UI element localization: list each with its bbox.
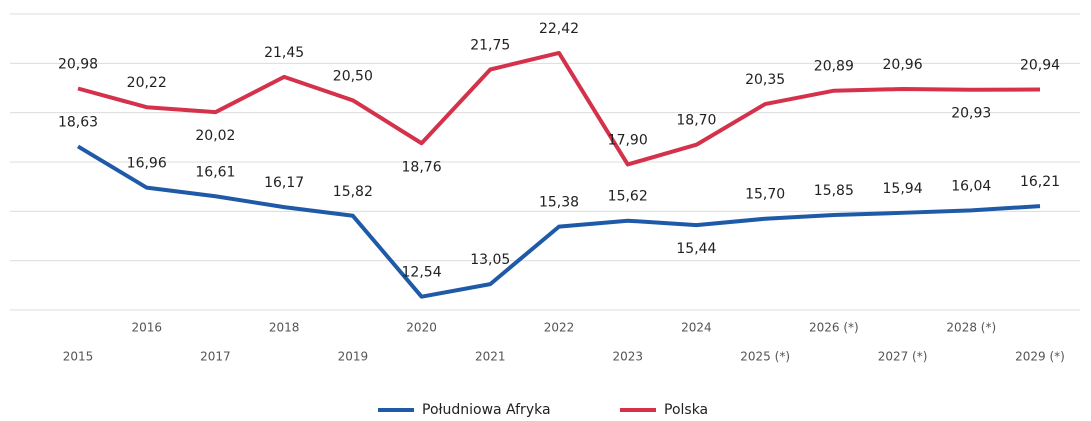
x-tick-label: 2025 (*) bbox=[740, 350, 790, 364]
data-label: 20,96 bbox=[883, 57, 923, 73]
data-label: 21,45 bbox=[264, 45, 304, 61]
data-label: 16,17 bbox=[264, 175, 304, 191]
x-tick-label: 2022 bbox=[544, 321, 575, 335]
data-label: 20,89 bbox=[814, 59, 854, 75]
data-label: 15,38 bbox=[539, 195, 579, 211]
x-tick-label: 2015 bbox=[63, 350, 94, 364]
data-label: 20,35 bbox=[745, 72, 785, 88]
data-label: 15,62 bbox=[608, 189, 648, 205]
data-label: 16,96 bbox=[127, 156, 167, 172]
x-tick-label: 2029 (*) bbox=[1015, 350, 1065, 364]
x-tick-label: 2020 bbox=[406, 321, 437, 335]
data-label: 20,22 bbox=[127, 75, 167, 91]
data-label: 18,76 bbox=[402, 159, 442, 175]
x-tick-label: 2027 (*) bbox=[878, 350, 928, 364]
x-tick-label: 2023 bbox=[612, 350, 643, 364]
x-tick-label: 2026 (*) bbox=[809, 321, 859, 335]
legend-label: Polska bbox=[664, 402, 708, 418]
data-label: 16,61 bbox=[195, 164, 235, 180]
data-label: 20,93 bbox=[951, 106, 991, 122]
data-label: 20,50 bbox=[333, 68, 373, 84]
data-label: 21,75 bbox=[470, 38, 510, 54]
data-label: 18,70 bbox=[676, 113, 716, 129]
data-label: 13,05 bbox=[470, 252, 510, 268]
x-tick-label: 2017 bbox=[200, 350, 231, 364]
x-tick-label: 2019 bbox=[338, 350, 369, 364]
x-tick-label: 2021 bbox=[475, 350, 506, 364]
data-label: 16,04 bbox=[951, 178, 991, 194]
data-label: 20,02 bbox=[195, 128, 235, 144]
data-label: 20,98 bbox=[58, 56, 98, 72]
x-tick-label: 2018 bbox=[269, 321, 300, 335]
data-label: 15,85 bbox=[814, 183, 854, 199]
series-line bbox=[77, 50, 1041, 167]
data-label: 12,54 bbox=[402, 265, 442, 281]
x-tick-label: 2016 bbox=[131, 321, 162, 335]
data-label: 15,44 bbox=[676, 241, 716, 257]
data-label: 15,82 bbox=[333, 184, 373, 200]
data-label: 18,63 bbox=[58, 114, 98, 130]
data-label: 16,21 bbox=[1020, 174, 1060, 190]
data-label: 15,70 bbox=[745, 187, 785, 203]
data-label: 15,94 bbox=[883, 181, 923, 197]
legend-label: Południowa Afryka bbox=[422, 402, 551, 418]
data-label: 20,94 bbox=[1020, 57, 1060, 73]
data-label: 17,90 bbox=[608, 132, 648, 148]
x-tick-label: 2028 (*) bbox=[946, 321, 996, 335]
x-tick-label: 2024 bbox=[681, 321, 712, 335]
data-label: 22,42 bbox=[539, 21, 579, 37]
series-line bbox=[76, 144, 1041, 299]
